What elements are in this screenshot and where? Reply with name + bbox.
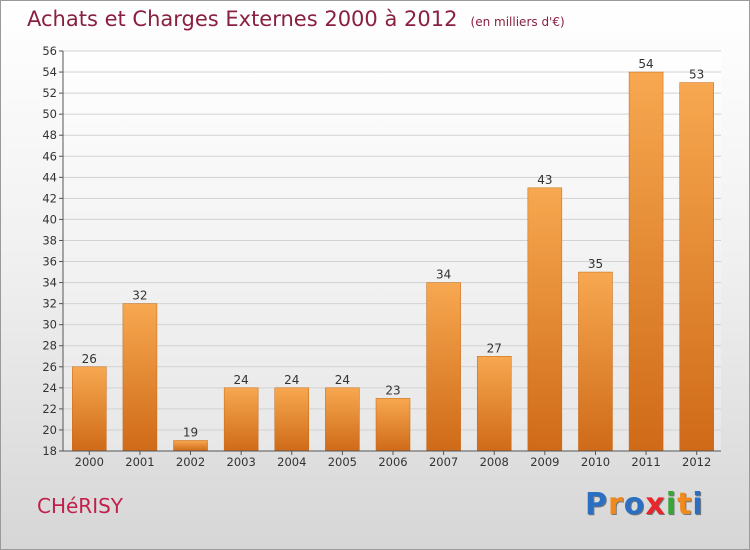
y-tick-label: 42 <box>42 191 57 205</box>
x-tick-label: 2010 <box>581 455 610 469</box>
x-tick-label: 2001 <box>125 455 154 469</box>
bar-2012 <box>679 82 714 452</box>
logo-letter: r <box>608 487 624 522</box>
x-tick-label: 2006 <box>378 455 407 469</box>
data-label: 35 <box>588 257 603 271</box>
y-tick-label: 54 <box>42 65 57 79</box>
x-tick-label: 2003 <box>227 455 256 469</box>
y-tick-label: 32 <box>42 297 57 311</box>
bar-2010 <box>578 271 613 452</box>
data-label: 26 <box>82 352 97 366</box>
x-tick-label: 2000 <box>75 455 104 469</box>
y-tick-label: 34 <box>42 276 57 290</box>
town-name: CHéRISY <box>37 494 124 518</box>
chart-title: Achats et Charges Externes 2000 à 2012 <box>27 7 458 31</box>
data-labels: 26 32 19 24 24 24 23 34 27 43 35 54 53 <box>82 57 705 439</box>
bar-2002 <box>173 440 208 452</box>
y-tick-label: 56 <box>42 44 57 58</box>
chart-unit: (en milliers d'€) <box>470 15 565 29</box>
y-tick-label: 38 <box>42 233 57 247</box>
y-tick-labels: 18 20 22 24 26 28 30 32 34 36 38 40 42 44 46 48 50 52 54 56 <box>42 44 57 458</box>
bar-2001 <box>122 303 158 452</box>
bar-2006 <box>375 398 411 452</box>
logo-letter: i <box>692 487 704 522</box>
bar-2011 <box>628 71 664 452</box>
y-tick-label: 52 <box>42 86 57 100</box>
y-tick-label: 48 <box>42 128 57 142</box>
logo-letter: o <box>623 487 646 522</box>
y-tick-label: 50 <box>42 107 57 121</box>
y-tick-label: 30 <box>42 318 57 332</box>
y-tick-label: 40 <box>42 212 57 226</box>
x-tick-label: 2002 <box>176 455 205 469</box>
x-tick-labels: 2000 2001 2002 2003 2004 2005 2006 2007 2008 2009… <box>75 455 712 469</box>
bar-2007 <box>426 282 461 452</box>
logo-letter: P <box>585 487 608 522</box>
y-tick-label: 28 <box>42 339 57 353</box>
y-tick-label: 36 <box>42 255 57 269</box>
data-label: 43 <box>537 173 552 187</box>
y-tick-label: 26 <box>42 360 57 374</box>
data-label: 53 <box>689 68 704 82</box>
data-label: 24 <box>234 373 249 387</box>
data-label: 27 <box>487 341 502 355</box>
x-tick-label: 2012 <box>682 455 711 469</box>
chart-title-block: Achats et Charges Externes 2000 à 2012 (… <box>27 7 565 31</box>
bar-2008 <box>476 356 512 452</box>
y-tick-label: 22 <box>42 402 57 416</box>
bar-2009 <box>527 187 563 452</box>
x-tick-label: 2008 <box>480 455 509 469</box>
data-label: 19 <box>183 425 198 439</box>
data-label: 24 <box>335 373 350 387</box>
bar-2000 <box>72 366 107 452</box>
data-label: 34 <box>436 268 451 282</box>
y-tick-label: 46 <box>42 149 57 163</box>
x-tick-label: 2011 <box>631 455 660 469</box>
logo-letter: t <box>677 487 693 522</box>
data-label: 54 <box>638 57 653 71</box>
bar-2004 <box>274 387 310 452</box>
bar-2005 <box>325 387 360 452</box>
y-tick-label: 44 <box>42 170 57 184</box>
y-tick-label: 18 <box>42 444 57 458</box>
data-label: 32 <box>132 289 147 303</box>
bars <box>72 71 714 452</box>
proxiti-logo: Proxiti <box>585 487 704 522</box>
axes <box>62 51 721 455</box>
x-tick-label: 2009 <box>530 455 559 469</box>
logo-letter: i <box>665 487 678 522</box>
logo-letter: x <box>645 487 666 522</box>
data-label: 23 <box>385 383 400 397</box>
x-tick-label: 2005 <box>328 455 357 469</box>
x-tick-label: 2004 <box>277 455 306 469</box>
data-label: 24 <box>284 373 299 387</box>
x-tick-label: 2007 <box>429 455 458 469</box>
bar-2003 <box>223 387 259 452</box>
y-tick-label: 20 <box>42 423 57 437</box>
y-tick-label: 24 <box>42 381 57 395</box>
